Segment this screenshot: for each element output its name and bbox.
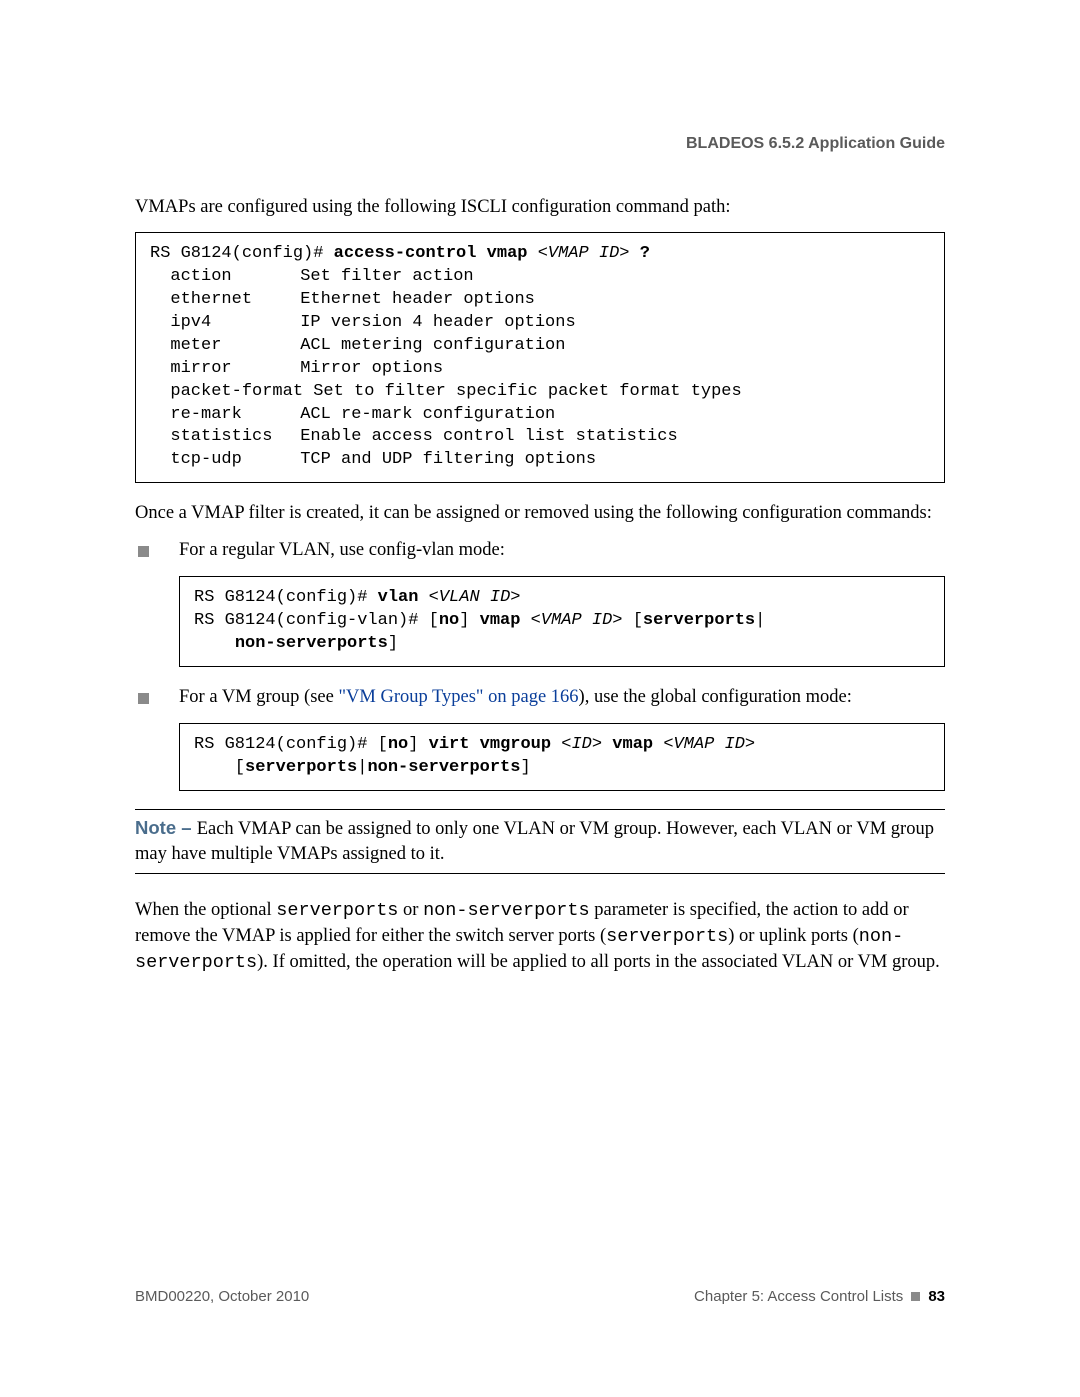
code-prompt: RS G8124(config)# [194, 735, 378, 754]
cmd-desc: Set filter action [300, 267, 473, 286]
code-punct: ] [408, 735, 428, 754]
code-indent: [ [194, 758, 245, 777]
code-kw: no [388, 735, 408, 754]
cmd-key: action [150, 266, 290, 289]
xref-link[interactable]: "VM Group Types" on page 166 [338, 687, 578, 707]
code-block-vmgroup: RS G8124(config)# [no] virt vmgroup <ID>… [179, 723, 945, 791]
cmd-key: tcp-udp [150, 449, 290, 472]
cmd-desc: Mirror options [300, 359, 443, 378]
bullet-text-post: ), use the global configuration mode: [579, 687, 852, 707]
code-punct: ] [388, 634, 398, 653]
txt: or [398, 900, 423, 920]
code-pipe: | [755, 611, 765, 630]
note-label: Note – [135, 817, 197, 838]
page: BLADEOS 6.5.2 Application Guide VMAPs ar… [0, 0, 1080, 1397]
para-ports: When the optional serverports or non-ser… [135, 898, 945, 976]
code-punct: ] [459, 611, 479, 630]
code-sp [551, 735, 561, 754]
code-punct: [ [623, 611, 643, 630]
code-block-vlan: RS G8124(config)# vlan <VLAN ID> RS G812… [179, 576, 945, 667]
note-block: Note – Each VMAP can be assigned to only… [135, 809, 945, 874]
cmd-desc: Ethernet header options [300, 290, 535, 309]
footer-chapter: Chapter 5: Access Control Lists [694, 1288, 903, 1305]
cmd-key: meter [150, 335, 290, 358]
code-arg: <ID> [561, 735, 602, 754]
cmd-key: packet-format [150, 381, 303, 404]
cmd-key: re-mark [150, 404, 290, 427]
code-cmd: access-control vmap [334, 244, 528, 263]
cmd-desc: TCP and UDP filtering options [300, 450, 596, 469]
bullet-text-pre: For a VM group (see [179, 687, 338, 707]
page-footer: BMD00220, October 2010 Chapter 5: Access… [135, 1288, 945, 1305]
cmd-key: statistics [150, 426, 290, 449]
note-text: Each VMAP can be assigned to only one VL… [135, 819, 934, 864]
bullet-list: For a regular VLAN, use config-vlan mode… [135, 538, 945, 790]
code-arg: <VMAP ID> [663, 735, 755, 754]
cmd-key: ipv4 [150, 312, 290, 335]
code-sp [602, 735, 612, 754]
cmd-desc: ACL re-mark configuration [300, 405, 555, 424]
code-kw: no [439, 611, 459, 630]
cmd-key: ethernet [150, 289, 290, 312]
footer-left: BMD00220, October 2010 [135, 1288, 309, 1305]
list-item: For a regular VLAN, use config-vlan mode… [135, 538, 945, 667]
code-arg: <VLAN ID> [429, 588, 521, 607]
code-pipe: | [357, 758, 367, 777]
cmd-desc: IP version 4 header options [300, 313, 575, 332]
code-arg: <VMAP ID> [538, 244, 630, 263]
doc-header: BLADEOS 6.5.2 Application Guide [135, 135, 945, 153]
code-prompt: RS G8124(config-vlan)# [194, 611, 429, 630]
mono: non-serverports [423, 900, 590, 921]
code-sp [520, 611, 530, 630]
footer-page-number: 83 [928, 1288, 945, 1305]
code-arg: <VMAP ID> [531, 611, 623, 630]
para-assign: Once a VMAP filter is created, it can be… [135, 501, 945, 526]
code-kw: vmap [612, 735, 653, 754]
footer-right: Chapter 5: Access Control Lists 83 [694, 1288, 945, 1305]
mono: serverports [276, 900, 398, 921]
square-icon [911, 1292, 920, 1301]
code-kw: non-serverports [367, 758, 520, 777]
txt: ) or uplink ports ( [728, 926, 859, 946]
cmd-desc: Set to filter specific packet format typ… [313, 382, 741, 401]
code-kw: serverports [643, 611, 755, 630]
code-punct: ] [520, 758, 530, 777]
txt: ). If omitted, the operation will be app… [257, 952, 940, 972]
code-punct: [ [378, 735, 388, 754]
list-item: For a VM group (see "VM Group Types" on … [135, 685, 945, 791]
code-sp [653, 735, 663, 754]
code-kw: vmap [480, 611, 521, 630]
bullet-text: For a regular VLAN, use config-vlan mode… [179, 540, 505, 560]
cmd-desc: Enable access control list statistics [300, 427, 677, 446]
code-prompt: RS G8124(config)# [150, 244, 334, 263]
code-punct: [ [429, 611, 439, 630]
code-kw: virt vmgroup [429, 735, 551, 754]
code-block-main: RS G8124(config)# access-control vmap <V… [135, 232, 945, 483]
cmd-desc: ACL metering configuration [300, 336, 565, 355]
code-kw: non-serverports [235, 634, 388, 653]
code-indent [194, 634, 235, 653]
code-kw: vlan [378, 588, 419, 607]
code-prompt: RS G8124(config)# [194, 588, 378, 607]
txt: When the optional [135, 900, 276, 920]
code-kw: serverports [245, 758, 357, 777]
intro-paragraph: VMAPs are configured using the following… [135, 195, 945, 220]
mono: serverports [606, 926, 728, 947]
cmd-key: mirror [150, 358, 290, 381]
code-q: ? [640, 244, 650, 263]
